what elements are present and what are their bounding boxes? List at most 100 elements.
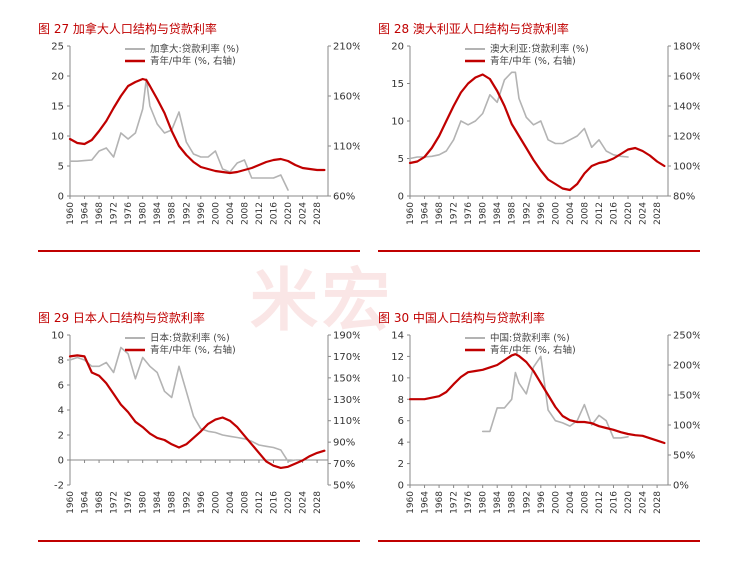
y2-tick-label: 100% [673,162,700,173]
y2-tick-label: 70% [333,459,355,470]
y-tick-label: 5 [58,162,64,173]
y2-tick-label: 50% [333,481,355,492]
y-tick-label: 0 [398,481,404,492]
x-tick-label: 1980 [479,491,489,514]
x-tick-label: 1996 [537,202,547,225]
y2-tick-label: 60% [333,192,355,203]
x-tick-label: 2012 [595,491,605,514]
x-tick-label: 1984 [153,491,163,514]
x-tick-label: 2024 [639,202,649,225]
x-tick-label: 2020 [284,491,294,514]
y-tick-label: 4 [58,406,64,417]
y-tick-label: 10 [51,331,64,342]
x-tick-label: 1988 [168,491,178,514]
x-tick-label: 1968 [435,202,445,225]
x-tick-label: 1960 [66,202,76,225]
chart-panel-canada: 图 27 加拿大人口结构与贷款利率 0 5 10 15 20 25 60% 110% 160% 2… [38,20,360,252]
legend-label: 日本:贷款利率 (%) [150,332,230,344]
series-line-0 [69,346,297,463]
series-line-1 [408,353,666,445]
x-tick-label: 1972 [450,491,460,514]
x-tick-label: 2000 [211,202,221,225]
x-tick-label: 1988 [508,202,518,225]
y-tick-label: -2 [54,481,64,492]
series-line-1 [408,73,666,192]
y-tick-label: 0 [58,456,64,467]
chart-title: 图 29 日本人口结构与贷款利率 [38,311,205,325]
y2-tick-label: 120% [673,132,700,143]
y-tick-label: 5 [398,154,404,165]
x-tick-label: 1960 [406,202,416,225]
x-tick-label: 1992 [182,202,192,225]
x-tick-label: 1980 [479,202,489,225]
x-tick-label: 1976 [464,202,474,225]
x-tick-label: 1976 [464,491,474,514]
x-tick-label: 1968 [435,491,445,514]
y-tick-label: 8 [398,395,404,406]
y2-tick-label: 50% [673,451,695,462]
x-tick-label: 1976 [124,491,134,514]
y2-tick-label: 160% [333,92,360,103]
y2-tick-label: 150% [333,373,360,384]
x-tick-label: 2028 [653,202,663,225]
series-line-0 [409,71,629,160]
x-tick-label: 2012 [255,491,265,514]
x-tick-label: 2028 [313,491,323,514]
y2-tick-label: 110% [333,416,360,427]
y-tick-label: 10 [391,373,404,384]
y2-tick-label: 90% [333,438,355,449]
x-tick-label: 1988 [508,491,518,514]
legend-label: 青年/中年 (%, 右轴) [490,344,576,356]
x-tick-label: 2012 [595,202,605,225]
x-tick-label: 1972 [110,491,120,514]
y2-tick-label: 80% [673,192,695,203]
x-tick-label: 2004 [226,491,236,514]
chart-title: 图 28 澳大利亚人口结构与贷款利率 [378,22,569,36]
x-tick-label: 1964 [81,491,91,514]
y-tick-label: 6 [398,416,404,427]
x-tick-label: 1968 [95,202,105,225]
x-tick-label: 1984 [493,491,503,514]
legend-label: 加拿大:贷款利率 (%) [150,43,239,55]
chart-australia: 0 5 10 15 20 80% 100% 120% 140% 160% 180% 1960 1964 1… [391,42,700,225]
series-line-1 [68,77,326,175]
x-tick-label: 2020 [624,491,634,514]
x-tick-label: 2004 [226,202,236,225]
legend-label: 澳大利亚:贷款利率 (%) [490,43,589,55]
x-tick-label: 2016 [609,202,619,225]
x-tick-label: 1960 [66,491,76,514]
y-tick-label: 0 [398,192,404,203]
series-line-0 [69,78,289,191]
divider-rule [378,250,700,252]
divider-rule [378,540,700,542]
x-tick-label: 1992 [182,491,192,514]
chart-panel-china: 图 30 中国人口结构与贷款利率 0 2 4 6 8 10 12 14 0% 50% 100% 150… [378,309,700,541]
x-tick-label: 2008 [240,491,250,514]
divider-rule [38,540,360,542]
y2-tick-label: 110% [333,142,360,153]
x-tick-label: 1964 [421,202,431,225]
x-tick-label: 1996 [537,491,547,514]
x-tick-label: 1972 [110,202,120,225]
chart-title: 图 27 加拿大人口结构与贷款利率 [38,22,217,36]
y2-tick-label: 160% [673,72,700,83]
y-tick-label: 2 [58,431,64,442]
y-tick-label: 10 [391,117,404,128]
x-tick-label: 2028 [313,202,323,225]
x-tick-label: 2004 [566,202,576,225]
x-tick-label: 2024 [299,491,309,514]
x-tick-label: 2024 [299,202,309,225]
legend-label: 青年/中年 (%, 右轴) [150,55,236,67]
chart-canada: 0 5 10 15 20 25 60% 110% 160% 210% 1960 1964 1968 197… [51,42,360,225]
y-tick-label: 10 [51,132,64,143]
y-tick-label: 8 [58,356,64,367]
x-tick-label: 1968 [95,491,105,514]
y-tick-label: 20 [391,42,404,53]
y2-tick-label: 250% [673,331,700,342]
x-tick-label: 1964 [81,202,91,225]
chart-title: 图 30 中国人口结构与贷款利率 [378,311,545,325]
x-tick-label: 2020 [624,202,634,225]
x-tick-label: 2016 [609,491,619,514]
x-tick-label: 2016 [269,202,279,225]
y-tick-label: 4 [398,438,404,449]
